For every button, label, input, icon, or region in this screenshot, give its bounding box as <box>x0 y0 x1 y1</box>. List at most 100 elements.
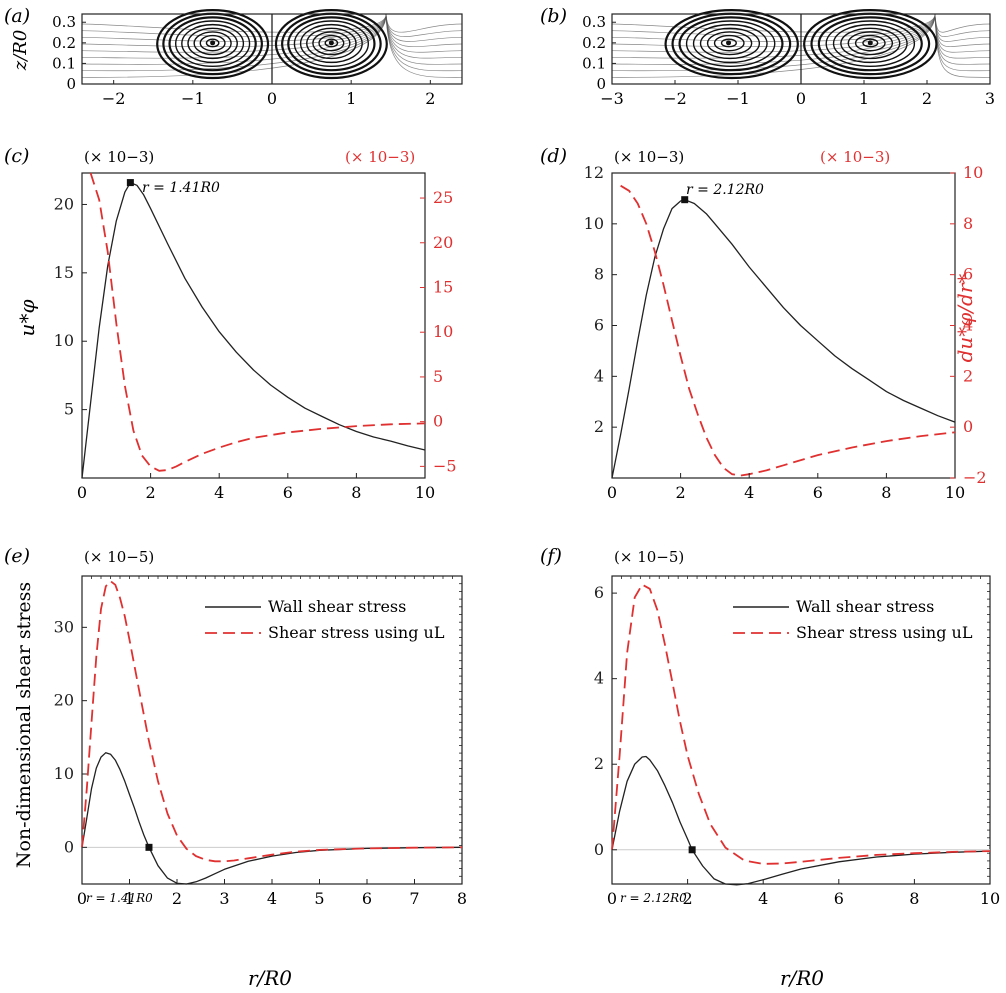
y-tick-label-left-f-3: 6 <box>594 583 604 602</box>
y-tick-label-right-d-5: 8 <box>963 214 973 233</box>
y-tick-label-right-c-5: 20 <box>433 233 453 252</box>
x-tick-label-a-0: −2 <box>102 89 126 108</box>
panel-label-f: (f) <box>540 545 562 567</box>
vortex-a-0-ring <box>193 31 232 56</box>
x-tick-label-e-4: 4 <box>267 889 277 908</box>
y-tick-label-b-1: 0.1 <box>582 54 606 72</box>
plot-frame-d <box>611 172 956 479</box>
streamline-group-a <box>81 8 463 84</box>
series-line-f-0 <box>611 755 991 886</box>
y-tick-label-right-d-2: 2 <box>963 366 973 385</box>
streamline-b <box>934 13 991 59</box>
vortex-a-0-ring <box>174 20 251 67</box>
x-tick-label-e-7: 7 <box>409 889 419 908</box>
x-tick-label-d-3: 6 <box>813 483 823 502</box>
y-tick-label-a-1: 0.1 <box>52 54 76 72</box>
peak-marker-d <box>681 196 689 204</box>
scale-left-d: (× 10−3) <box>614 148 684 166</box>
streamline-a <box>385 13 463 78</box>
x-tick-label-f-4: 8 <box>909 889 919 908</box>
y-tick-label-right-d-6: 10 <box>963 163 983 182</box>
streamline-a <box>385 13 463 72</box>
x-tick-label-d-4: 8 <box>881 483 891 502</box>
x-tick-label-a-4: 2 <box>425 89 435 108</box>
y-tick-label-right-c-1: 0 <box>433 412 443 431</box>
scale-right-c: (× 10−3) <box>345 148 415 166</box>
vortex-b-1-ring <box>825 20 916 67</box>
series-line-c-0 <box>81 181 426 479</box>
panel-label-b: (b) <box>540 5 567 27</box>
x-tick-label-b-4: 1 <box>859 89 869 108</box>
y-tick-label-left-e-2: 20 <box>54 691 74 710</box>
x-tick-label-e-3: 3 <box>219 889 229 908</box>
x-tick-label-b-2: −1 <box>726 89 750 108</box>
x-tick-label-c-4: 8 <box>351 483 361 502</box>
streamline-a <box>385 13 463 37</box>
vortex-a-1-ring <box>293 20 370 67</box>
vortex-a-1-ring <box>287 16 376 72</box>
x-tick-label-e-0: 0 <box>77 889 87 908</box>
y-tick-label-left-d-2: 6 <box>594 316 604 335</box>
streamline-b <box>934 13 991 42</box>
x-tick-label-c-2: 4 <box>214 483 224 502</box>
annotation-e: r = 1.41R0 <box>86 891 153 905</box>
x-tick-label-e-1: 1 <box>124 889 134 908</box>
x-tick-label-d-1: 2 <box>676 483 686 502</box>
y-tick-label-left-e-0: 0 <box>64 837 74 856</box>
streamline-b <box>611 13 936 42</box>
vortex-a-1-ring <box>312 31 351 56</box>
y-tick-label-left-e-3: 30 <box>54 617 74 636</box>
annotation-c: r = 1.41R0 <box>142 180 220 196</box>
y-tick-label-left-f-1: 2 <box>594 754 604 773</box>
peak-marker-c <box>126 179 134 187</box>
x-tick-label-e-5: 5 <box>314 889 324 908</box>
x-tick-label-e-8: 8 <box>457 889 467 908</box>
vortex-b-1-ring <box>862 38 879 48</box>
x-tick-label-c-1: 2 <box>146 483 156 502</box>
streamline-a <box>385 13 463 33</box>
y-tick-label-left-d-3: 8 <box>594 265 604 284</box>
vortex-b-1-ring <box>854 34 886 52</box>
xlabel-e: r/R0 <box>248 966 292 990</box>
vortex-b-1-ring <box>832 23 908 64</box>
ylabel-right-d: du*φ/dr* <box>953 274 977 363</box>
vortex-center-b-0 <box>726 40 732 46</box>
y-tick-label-left-f-0: 0 <box>594 840 604 859</box>
streamline-b <box>611 13 936 37</box>
legend-label-f-1: Shear stress using uL <box>796 623 973 642</box>
series-line-f-1 <box>611 583 991 865</box>
y-tick-label-left-c-2: 15 <box>54 263 74 282</box>
panel-label-e: (e) <box>4 545 30 567</box>
vortex-a-1-ring <box>274 8 388 80</box>
y-tick-label-left-c-3: 20 <box>54 194 74 213</box>
streamline-a <box>385 13 463 48</box>
x-tick-label-f-1: 2 <box>683 889 693 908</box>
x-tick-label-f-0: 0 <box>607 889 617 908</box>
panel-label-c: (c) <box>4 145 29 167</box>
x-tick-label-b-5: 2 <box>922 89 932 108</box>
vortex-b-0-ring <box>678 16 784 72</box>
streamline-b <box>934 13 991 47</box>
y-tick-label-left-d-1: 4 <box>594 366 604 385</box>
zero-crossing-marker-f <box>688 846 696 854</box>
y-tick-label-right-d-1: 0 <box>963 417 973 436</box>
y-tick-label-right-c-6: 25 <box>433 188 453 207</box>
x-tick-label-b-0: −3 <box>600 89 624 108</box>
x-tick-label-e-2: 2 <box>172 889 182 908</box>
series-line-d-0 <box>611 199 956 479</box>
legend-label-f-0: Wall shear stress <box>796 597 934 616</box>
scale-left-e: (× 10−5) <box>84 548 154 566</box>
y-tick-label-left-d-0: 2 <box>594 417 604 436</box>
plot-layer: −2 −1 0 1 200.10.20.3−3 −2 −1 0 1 2 300.10.20.30 2 4… <box>52 8 1000 908</box>
y-tick-label-left-c-0: 5 <box>64 400 74 419</box>
vortex-b-0-ring <box>664 8 799 80</box>
annotation-f: r = 2.12R0 <box>620 891 687 905</box>
x-tick-label-d-5: 10 <box>945 483 965 502</box>
x-tick-label-d-2: 4 <box>744 483 754 502</box>
vortex-center-b-1 <box>867 40 873 46</box>
y-tick-label-a-3: 0.3 <box>52 13 76 31</box>
vortex-b-0-ring <box>720 38 737 48</box>
streamline-a <box>81 13 387 37</box>
y-tick-label-right-c-2: 5 <box>433 367 443 386</box>
